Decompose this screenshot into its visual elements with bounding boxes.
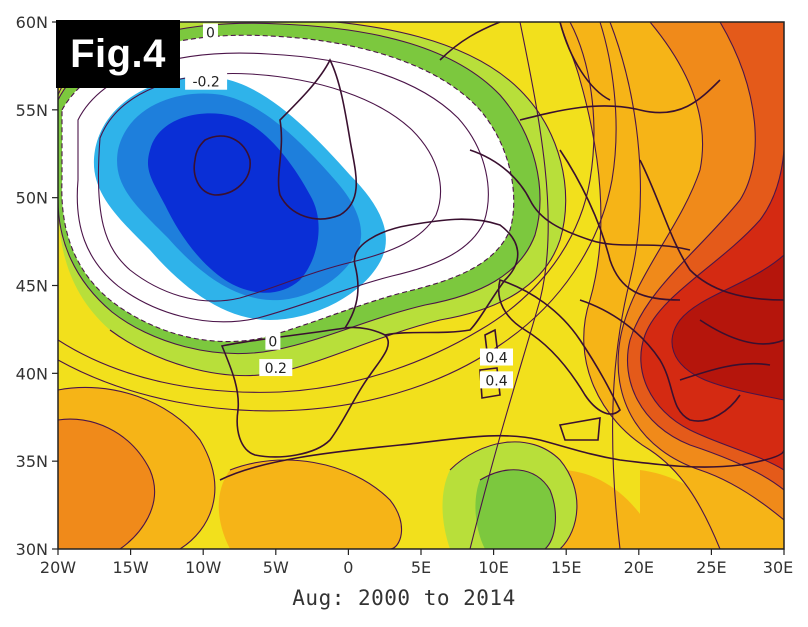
contour-field <box>58 22 784 549</box>
lon-tick-label: 10W <box>185 558 221 577</box>
lon-tick-label: 10E <box>478 558 508 577</box>
contour-label: 0 <box>202 23 218 42</box>
contour-label: -0.2 <box>185 72 228 91</box>
lon-tick-label: 5E <box>411 558 431 577</box>
lat-tick-label: 60N <box>16 13 48 32</box>
lon-tick-label: 15E <box>551 558 581 577</box>
lat-tick-label: 30N <box>16 540 48 559</box>
coastlines <box>193 22 784 481</box>
svg-text:0: 0 <box>206 26 215 42</box>
svg-text:0.4: 0.4 <box>485 373 507 389</box>
lat-tick-label: 50N <box>16 189 48 208</box>
contour-lines <box>58 22 784 549</box>
lat-tick-label: 35N <box>16 452 48 471</box>
lon-tick-label: 25E <box>696 558 726 577</box>
svg-text:0: 0 <box>268 335 277 351</box>
lat-tick-label: 40N <box>16 364 48 383</box>
figure-label: Fig.4 <box>56 20 180 88</box>
svg-text:-0.2: -0.2 <box>192 75 219 91</box>
contour-label: 0.4 <box>480 348 514 367</box>
figure-caption: Aug: 2000 to 2014 <box>292 586 516 610</box>
lon-tick-label: 20W <box>40 558 76 577</box>
lat-tick-label: 45N <box>16 277 48 296</box>
svg-text:0.2: 0.2 <box>265 361 287 377</box>
axes: 20W 15W 10W 5W 0 5E 10E 15E 20E 25E 30E 60N 55N 50N 45… <box>16 13 794 577</box>
lon-tick-label: 15W <box>113 558 149 577</box>
contour-label: 0 <box>265 332 281 351</box>
lon-tick-label: 0 <box>343 558 353 577</box>
contour-labels: 0 -0.2 0 0.2 0.4 0.4 <box>185 23 514 389</box>
contour-label: 0.4 <box>480 371 514 389</box>
lat-tick-label: 55N <box>16 101 48 120</box>
lon-tick-label: 20E <box>624 558 654 577</box>
svg-text:0.4: 0.4 <box>485 351 507 367</box>
lon-tick-label: 5W <box>263 558 289 577</box>
lon-tick-label: 30E <box>763 558 793 577</box>
contour-label: 0.2 <box>259 359 293 377</box>
